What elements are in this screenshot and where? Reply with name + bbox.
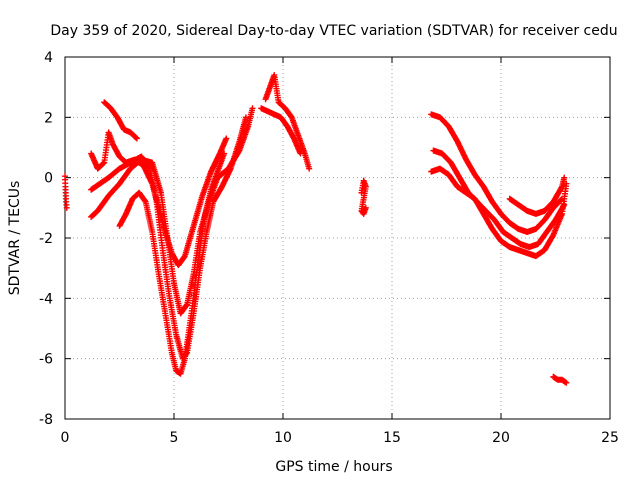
y-tick-label: 4 <box>44 50 53 66</box>
y-axis-label: SDTVAR / TECUs <box>7 181 23 296</box>
y-tick-label: 0 <box>44 171 53 187</box>
x-tick-label: 5 <box>170 430 179 446</box>
data-point <box>242 114 249 121</box>
x-axis-label: GPS time / hours <box>275 459 392 475</box>
y-tick-label: -4 <box>39 291 53 307</box>
data-point <box>223 135 230 142</box>
data-point <box>181 254 188 261</box>
y-tick-labels: -8 -6 -4 -2 0 2 4 <box>39 50 53 428</box>
data-point <box>100 160 107 167</box>
data-point <box>63 204 70 211</box>
axis-ticks <box>64 56 611 420</box>
data-point <box>249 105 256 112</box>
data-point <box>133 135 140 142</box>
data-point <box>141 197 148 204</box>
data-point <box>297 150 304 157</box>
data-points <box>62 72 570 386</box>
y-tick-label: -2 <box>39 231 53 247</box>
data-point <box>362 204 369 211</box>
grid-lines <box>65 57 610 419</box>
x-tick-label: 15 <box>383 430 401 446</box>
data-point <box>183 302 190 309</box>
x-tick-label: 20 <box>492 430 510 446</box>
y-tick-label: 2 <box>44 110 53 126</box>
y-tick-label: -6 <box>39 352 53 368</box>
chart-title: Day 359 of 2020, Sidereal Day-to-day VTE… <box>50 23 617 39</box>
x-tick-label: 25 <box>601 430 619 446</box>
y-tick-label: -8 <box>39 412 53 428</box>
data-point <box>306 165 313 172</box>
x-tick-label: 0 <box>61 430 70 446</box>
data-point <box>561 174 568 181</box>
x-tick-label: 10 <box>274 430 292 446</box>
data-point <box>133 134 140 141</box>
data-point <box>563 379 570 386</box>
x-tick-labels: 0 5 10 15 20 25 <box>61 430 619 446</box>
